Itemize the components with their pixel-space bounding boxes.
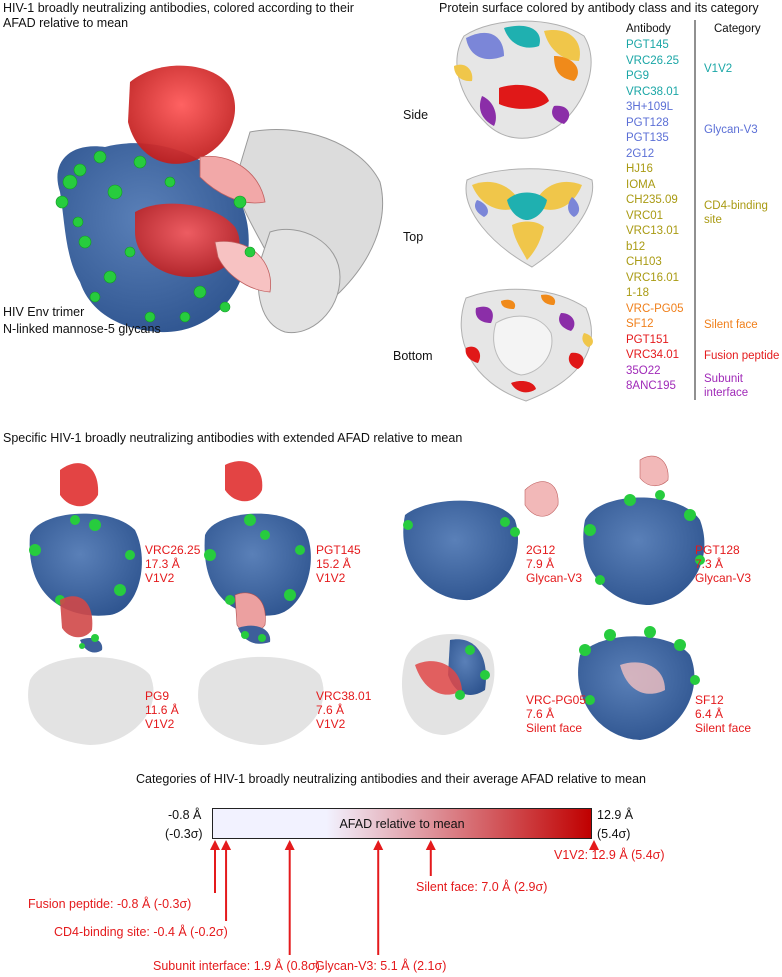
antibody-pgt145: PGT145 <box>626 39 669 51</box>
marker-arrow <box>373 840 384 955</box>
view-label-side: Side <box>403 108 429 122</box>
view-label-top: Top <box>403 230 424 244</box>
antibody-list: PGT145 VRC26.25 PG9 VRC38.01 3H+109L PGT128 PG… <box>626 38 684 395</box>
antibody-vrc26-25: VRC26.25 <box>626 54 680 67</box>
antibody-vrc38-01: VRC38.01 <box>626 85 680 98</box>
marker-arrow <box>221 840 232 921</box>
surface-top-view <box>465 168 594 268</box>
category-subunit-interface: Subunit interface <box>704 373 749 399</box>
antibody-structures <box>28 455 705 745</box>
surface-side-view <box>454 20 592 139</box>
antibody-ch103: CH103 <box>626 256 662 268</box>
category-fusion-peptide: Fusion peptide <box>704 350 780 362</box>
afad-gradient-bar: AFAD relative to mean <box>212 808 592 839</box>
column-header-antibody: Antibody <box>626 23 671 35</box>
category-v1v2: V1V2 <box>704 63 733 75</box>
antibody-8anc195: 8ANC195 <box>626 380 676 392</box>
antibody-vrc16-01: VRC16.01 <box>626 271 680 284</box>
bnab-label-vrc38-01: VRC38.01 7.6 Å V1V2 <box>316 689 372 731</box>
antibody-hj16: HJ16 <box>626 163 653 175</box>
marker-label-fusion-peptide: Fusion peptide: -0.8 Å (-0.3σ) <box>28 897 192 911</box>
marker-label-silent-face: Silent face: 7.0 Å (2.9σ) <box>416 880 548 894</box>
antibody-vrc01: VRC01 <box>626 209 664 222</box>
legend-glycans: N-linked mannose-5 glycans <box>3 322 161 336</box>
panel-c-title: Specific HIV-1 broadly neutralizing anti… <box>3 431 463 445</box>
bnab-label-sf12: SF12 6.4 Å Silent face <box>695 693 752 735</box>
marker-arrow <box>589 840 599 850</box>
surface-bottom-view <box>460 288 593 402</box>
antibody-35o22: 35O22 <box>626 364 661 377</box>
category-cd4-binding: CD4-binding site <box>704 200 768 226</box>
afad-bar-label: AFAD relative to mean <box>339 817 465 831</box>
antibody-ioma: IOMA <box>626 178 656 191</box>
antibody-1-18: 1-18 <box>626 287 650 299</box>
category-silent-face: Silent face <box>704 319 758 331</box>
antibody-pgt135: PGT135 <box>626 132 669 144</box>
panel-d-title: Categories of HIV-1 broadly neutralizing… <box>135 772 647 786</box>
antibody-2g12: 2G12 <box>626 147 655 160</box>
bnab-label-vrc26-25: VRC26.25 17.3 Å V1V2 <box>145 543 201 585</box>
category-glycan-v3: Glycan-V3 <box>704 124 758 136</box>
panel-b-title: Protein surface colored by antibody clas… <box>439 1 759 15</box>
panel-a-title: HIV-1 broadly neutralizing antibodies, c… <box>3 1 354 30</box>
column-header-category: Category <box>714 23 761 35</box>
marker-arrow <box>284 840 295 955</box>
marker-label-v1v2: V1V2: 12.9 Å (5.4σ) <box>554 848 665 862</box>
marker-arrow <box>425 840 436 876</box>
marker-arrow <box>210 840 220 893</box>
scale-max-value: 12.9 Å <box>597 808 634 822</box>
antibody-pgt151: PGT151 <box>626 333 669 346</box>
antibody-3h-109l: 3H+109L <box>626 101 673 113</box>
view-label-bottom: Bottom <box>393 349 433 363</box>
scale-max-sigma: (5.4σ) <box>597 827 631 841</box>
antibody-pg9: PG9 <box>626 70 650 82</box>
marker-label-glycan-v3: Glycan-V3: 5.1 Å (2.1σ) <box>315 959 447 973</box>
bnab-label-vrc-pg05: VRC-PG05 7.6 Å Silent face <box>526 693 587 735</box>
scale-min-value: -0.8 Å <box>168 808 202 822</box>
bnab-label-pgt145: PGT145 15.2 Å V1V2 <box>316 543 361 585</box>
marker-label-subunit-interface: Subunit interface: 1.9 Å (0.8σ) <box>153 959 320 973</box>
antibody-b12: b12 <box>626 240 646 253</box>
bnab-label-2g12: 2G12 7.9 Å Glycan-V3 <box>526 543 583 585</box>
bnab-label-pg9: PG9 11.6 Å V1V2 <box>145 689 179 731</box>
bnab-label-pgt128: PGT128 7.3 Å Glycan-V3 <box>695 543 752 585</box>
antibody-vrc13-01: VRC13.01 <box>626 225 680 237</box>
scale-min-sigma: (-0.3σ) <box>165 827 203 841</box>
antibody-pgt128: PGT128 <box>626 116 669 129</box>
legend-env-trimer: HIV Env trimer <box>3 305 85 319</box>
antibody-vrc-pg05: VRC-PG05 <box>626 302 684 315</box>
env-trimer-illustration <box>55 65 384 334</box>
antibody-sf12: SF12 <box>626 318 654 330</box>
antibody-vrc34-01: VRC34.01 <box>626 349 680 361</box>
antibody-ch235-09: CH235.09 <box>626 194 678 206</box>
marker-label-cd4-binding-site: CD4-binding site: -0.4 Å (-0.2σ) <box>54 925 228 939</box>
